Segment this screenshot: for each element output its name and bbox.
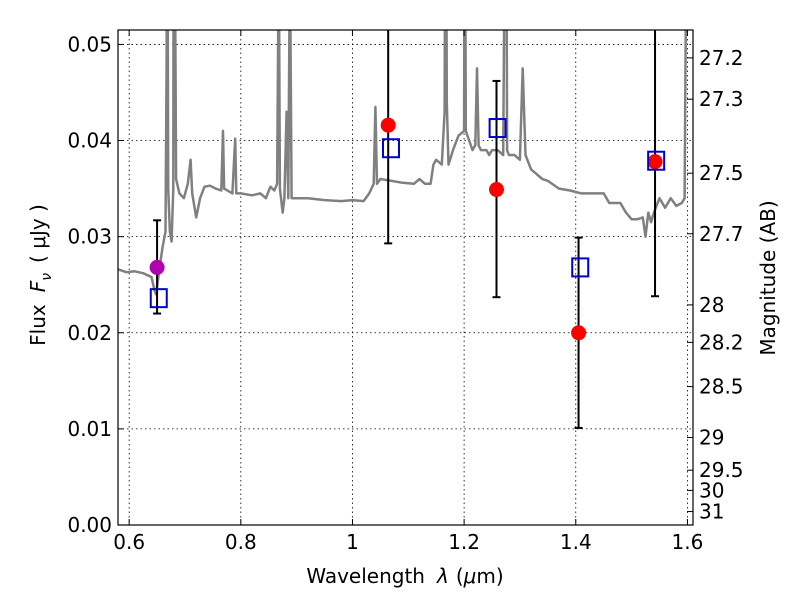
y2-tick-label: 27.5	[699, 161, 744, 185]
observed-flux-point	[149, 259, 165, 275]
model-photometry-square	[647, 150, 666, 171]
grid	[118, 30, 693, 526]
plot-frame	[117, 29, 694, 526]
model-photometry-square	[149, 288, 168, 309]
y2-axis-label: Magnitude (AB)	[756, 200, 780, 355]
observed-flux-point	[571, 325, 587, 341]
x-tick-label: 1.6	[672, 530, 704, 554]
y2-tick-label: 28.2	[699, 330, 744, 354]
ticks-layer: 0.6 0.8 1 1.2 1.4 1.6 0.00 0.01 0.02 0.03 0.04 0.05…	[67, 30, 744, 554]
model-photometry-square	[488, 118, 507, 139]
y2-tick-label: 29	[699, 426, 724, 450]
observed-flux-point	[488, 182, 504, 198]
x-tick-label: 0.8	[225, 530, 257, 554]
y2-tick-label: 27.3	[699, 87, 744, 111]
spectrum-line	[118, 30, 687, 296]
model-photometry-square	[381, 138, 400, 159]
x-tick-label: 0.6	[113, 530, 145, 554]
y-tick-label: 0.03	[67, 225, 112, 249]
y-tick-label: 0.01	[67, 417, 112, 441]
y-tick-label: 0.04	[67, 129, 112, 153]
observed-flux-point	[380, 117, 396, 133]
observed-flux-point	[647, 154, 663, 170]
y2-tick-label: 31	[699, 500, 724, 524]
y2-tick-label: 28.5	[699, 375, 744, 399]
spectrum-layer	[118, 30, 687, 296]
x-tick-label: 1	[346, 530, 359, 554]
y2-tick-label: 27.2	[699, 46, 744, 70]
y-tick-label: 0.00	[67, 513, 112, 537]
x-tick-label: 1.2	[448, 530, 480, 554]
y2-tick-label: 30	[699, 478, 724, 502]
y2-tick-label: 28	[699, 293, 724, 317]
y-tick-label: 0.05	[67, 32, 112, 56]
x-axis-label: Wavelength λ (μm)	[306, 564, 503, 588]
y-tick-label: 0.02	[67, 321, 112, 345]
model-photometry-square	[571, 257, 590, 278]
points-layer	[149, 117, 666, 341]
x-tick-label: 1.4	[560, 530, 592, 554]
y2-tick-label: 27.7	[699, 222, 744, 246]
errorbar-layer	[153, 30, 660, 429]
y2-tick-label: 29.5	[699, 458, 744, 482]
y-axis-label: FluxFν( μJy )	[26, 204, 55, 346]
